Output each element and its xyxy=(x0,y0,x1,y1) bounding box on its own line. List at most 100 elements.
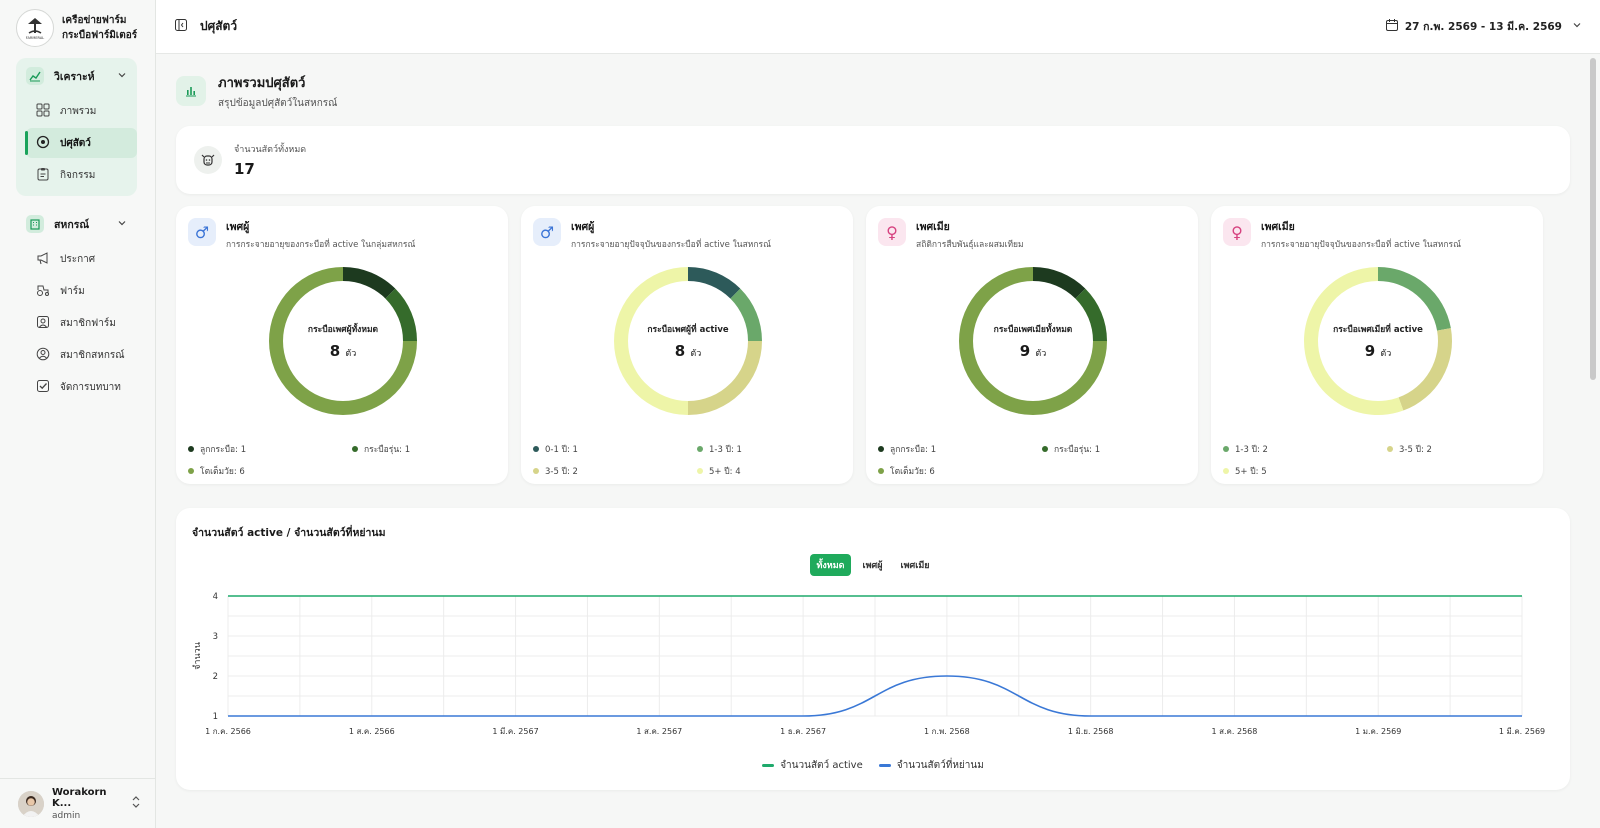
legend-dot xyxy=(697,446,703,452)
donut-legend-item[interactable]: กระบือรุ่น: 1 xyxy=(352,442,496,456)
legend-label: 3-5 ปี: 2 xyxy=(1399,445,1432,455)
donut-center: กระบือเพศเมียทั้งหมด 9 ตัว xyxy=(950,258,1116,424)
donut-slice[interactable] xyxy=(688,341,762,415)
legend-label: กระบือรุ่น: 1 xyxy=(364,445,411,455)
sidebar-item-coop-members[interactable]: สมาชิกสหกรณ์ xyxy=(26,340,137,370)
line-chart: 1 2 3 4 จำนวน 1 ก.ค. 2566 1 ส.ค. 2566 1 มี.ค. 2… xyxy=(192,592,1545,736)
donut-card-header: ♀ เพศเมีย สถิติการสืบพันธุ์และผสมเทียม xyxy=(878,218,1186,251)
male-icon: ♂ xyxy=(188,218,216,246)
donut-legend-item[interactable]: ลูกกระบือ: 1 xyxy=(188,442,352,456)
nav-group-coop: สหกรณ์ ประกาศ ฟาร์ม สมาชิกฟาร์ม สมาชิกสห… xyxy=(16,206,137,402)
legend-item-weaned[interactable]: จำนวนสัตว์ที่หย่านม xyxy=(878,758,984,773)
donut-card-title: เพศเมีย xyxy=(1261,221,1295,233)
legend-dot xyxy=(533,446,539,452)
sidebar-item-label: ประกาศ xyxy=(60,253,96,265)
donut-legend-item[interactable]: โตเต็มวัย: 6 xyxy=(878,464,1042,478)
building-icon xyxy=(26,215,44,233)
female-icon: ♀ xyxy=(1223,218,1251,246)
donut-legend-item[interactable]: 1-3 ปี: 1 xyxy=(697,442,841,456)
legend-dot xyxy=(1223,468,1229,474)
grid-icon xyxy=(36,103,50,120)
calendar-icon xyxy=(1385,18,1399,35)
topbar: ปศุสัตว์ 27 ก.พ. 2569 - 13 มี.ค. 2569 xyxy=(156,0,1600,54)
brand-name-line2: กระบือฟาร์มิเตอร์ xyxy=(62,30,138,41)
donut-legend-item[interactable]: 3-5 ปี: 2 xyxy=(1387,442,1531,456)
cow-icon xyxy=(194,146,222,174)
sidebar-item-announcements[interactable]: ประกาศ xyxy=(26,244,137,274)
donut-legend-item[interactable]: ลูกกระบือ: 1 xyxy=(878,442,1042,456)
donut-center-number: 9 xyxy=(1364,342,1376,360)
filter-male-button[interactable]: เพศผู้ xyxy=(862,561,883,571)
sidebar-item-overview[interactable]: ภาพรวม xyxy=(26,96,137,126)
sidebar-item-roles[interactable]: จัดการบทบาท xyxy=(26,372,137,402)
chevron-down-icon xyxy=(117,218,127,231)
sidebar-item-livestock[interactable]: ปศุสัตว์ xyxy=(25,128,137,158)
section-header: ภาพรวมปศุสัตว์ สรุปข้อมูลปศุสัตว์ในสหกรณ… xyxy=(176,72,1570,110)
x-tick-label: 1 มิ.ย. 2568 xyxy=(1068,727,1114,736)
brand-logo: FARMERAL xyxy=(16,9,54,47)
donut-card: ♂ เพศผู้ การกระจายอายุของกระบือที่ activ… xyxy=(176,206,508,484)
donut-card-title: เพศผู้ xyxy=(571,221,595,233)
sidebar-item-activity[interactable]: กิจกรรม xyxy=(26,160,137,190)
filter-female-button[interactable]: เพศเมีย xyxy=(900,561,930,571)
donut-center-label: กระบือเพศผู้ทั้งหมด xyxy=(307,325,379,335)
donut-slice[interactable] xyxy=(688,267,741,299)
x-tick-label: 1 ก.พ. 2568 xyxy=(924,727,970,736)
donut-slice[interactable] xyxy=(614,267,688,415)
sidebar-item-farm-members[interactable]: สมาชิกฟาร์ม xyxy=(26,308,137,338)
nav-group-analysis-toggle[interactable]: วิเคราะห์ xyxy=(16,58,137,94)
donut-slice[interactable] xyxy=(1378,267,1451,331)
donut-slice[interactable] xyxy=(343,267,396,299)
donut-legend-item[interactable]: 3-5 ปี: 2 xyxy=(533,464,697,478)
legend-item-active[interactable]: จำนวนสัตว์ active xyxy=(762,758,863,773)
donut-slice[interactable] xyxy=(1033,267,1086,299)
nav-group-coop-toggle[interactable]: สหกรณ์ xyxy=(16,206,137,242)
legend-dot xyxy=(697,468,703,474)
x-tick-label: 1 ส.ค. 2567 xyxy=(636,727,682,736)
donut-slice[interactable] xyxy=(1304,267,1404,415)
date-range-text: 27 ก.พ. 2569 - 13 มี.ค. 2569 xyxy=(1404,21,1562,33)
date-range-picker[interactable]: 27 ก.พ. 2569 - 13 มี.ค. 2569 xyxy=(1385,18,1582,35)
legend-label: จำนวนสัตว์ active xyxy=(780,760,863,771)
donut-legend-item[interactable]: 0-1 ปี: 1 xyxy=(533,442,697,456)
sidebar-toggle-icon[interactable] xyxy=(174,18,188,35)
donut-slice[interactable] xyxy=(1398,328,1452,411)
nav-group-analysis-label: วิเคราะห์ xyxy=(54,70,95,83)
donut-card-subtitle: การกระจายอายุปัจจุบันของกระบือที่ active… xyxy=(1261,240,1461,250)
legend-swatch xyxy=(878,764,891,767)
legend-swatch xyxy=(762,764,775,767)
donut-slice[interactable] xyxy=(730,288,762,341)
legend-dot xyxy=(1042,446,1048,452)
donut-center-number: 9 xyxy=(1019,342,1031,360)
donut-card-subtitle: การกระจายอายุของกระบือที่ active ในกลุ่ม… xyxy=(226,240,416,250)
chevron-down-icon xyxy=(1572,20,1582,33)
chevron-down-icon xyxy=(117,70,127,83)
brand[interactable]: FARMERAL เครือข่ายฟาร์ม กระบือฟาร์มิเตอร… xyxy=(0,0,155,56)
page-title: ปศุสัตว์ xyxy=(200,19,238,33)
filter-all-button[interactable]: ทั้งหมด xyxy=(810,554,851,576)
donut-cards-row: ♂ เพศผู้ การกระจายอายุของกระบือที่ activ… xyxy=(176,206,1570,484)
sidebar-item-label: ฟาร์ม xyxy=(60,285,85,297)
nav-group-coop-label: สหกรณ์ xyxy=(54,218,90,231)
donut-center-unit: ตัว xyxy=(345,349,357,359)
legend-label: โตเต็มวัย: 6 xyxy=(200,467,245,477)
sidebar-item-label: สมาชิกสหกรณ์ xyxy=(60,349,125,361)
donut-slice[interactable] xyxy=(385,288,417,341)
donut-center: กระบือเพศผู้ที่ active 8 ตัว xyxy=(605,258,771,424)
user-menu[interactable]: Worakorn K... admin xyxy=(0,778,155,828)
donut-legend: ลูกกระบือ: 1 กระบือรุ่น: 1 โตเต็มวัย: 6 xyxy=(188,442,496,478)
brand-name-line1: เครือข่ายฟาร์ม xyxy=(62,15,127,26)
donut-slice[interactable] xyxy=(1075,288,1107,341)
donut-center-label: กระบือเพศเมียที่ active xyxy=(1333,325,1423,335)
donut-center: กระบือเพศผู้ทั้งหมด 8 ตัว xyxy=(260,258,426,424)
donut-legend-item[interactable]: 1-3 ปี: 2 xyxy=(1223,442,1387,456)
sidebar-item-farm[interactable]: ฟาร์ม xyxy=(26,276,137,306)
scrollbar[interactable] xyxy=(1590,58,1596,380)
x-tick-label: 1 ม.ค. 2569 xyxy=(1355,727,1401,736)
section-subtitle: สรุปข้อมูลปศุสัตว์ในสหกรณ์ xyxy=(218,97,338,109)
donut-legend-item[interactable]: กระบือรุ่น: 1 xyxy=(1042,442,1186,456)
donut-legend-item[interactable]: 5+ ปี: 4 xyxy=(697,464,841,478)
checkbox-icon xyxy=(36,379,50,396)
donut-legend-item[interactable]: 5+ ปี: 5 xyxy=(1223,464,1387,478)
donut-legend-item[interactable]: โตเต็มวัย: 6 xyxy=(188,464,352,478)
